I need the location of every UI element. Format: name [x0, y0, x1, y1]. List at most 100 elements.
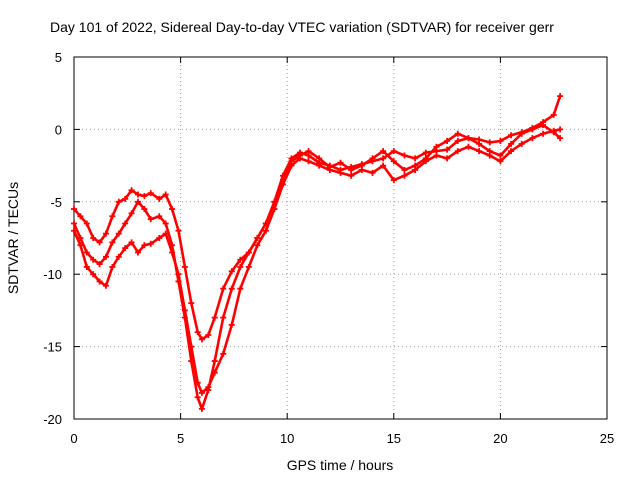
- series-1-point: [237, 263, 244, 270]
- series-1-point: [508, 132, 515, 139]
- series-3-point: [181, 307, 188, 314]
- series-3-point: [128, 239, 135, 246]
- series-3-point: [147, 240, 154, 247]
- series-3-point: [254, 242, 261, 249]
- series-3-point: [237, 285, 244, 292]
- series-3-point: [358, 166, 365, 173]
- series-3-point: [175, 271, 182, 278]
- series-3-point: [316, 162, 323, 169]
- series-3-point: [90, 271, 97, 278]
- series-1-point: [228, 285, 235, 292]
- series-1-point: [90, 256, 97, 263]
- series-3-point: [188, 343, 195, 350]
- series-2-point: [245, 249, 252, 256]
- series-2-point: [465, 135, 472, 142]
- series-2-point: [497, 152, 504, 159]
- y-axis-label: SDTVAR / TECUs: [5, 182, 21, 294]
- series-2-point: [454, 130, 461, 137]
- series-line-2: [72, 123, 562, 341]
- series-3-point: [156, 235, 163, 241]
- series-2-point: [337, 159, 344, 166]
- series-3-point: [288, 162, 295, 169]
- series-2-point: [476, 140, 483, 147]
- series-2-point: [109, 213, 116, 220]
- series-2-point: [188, 300, 195, 307]
- series-3-point: [169, 249, 176, 256]
- series-3-point: [444, 155, 451, 162]
- series-2-point: [181, 263, 188, 270]
- series-2-point: [128, 187, 135, 194]
- series-3-point: [77, 242, 84, 249]
- series-2-point: [83, 220, 90, 227]
- series-2-point: [198, 336, 205, 343]
- y-tick-label: 0: [55, 122, 62, 137]
- series-2-point: [205, 332, 212, 339]
- series-3-point: [337, 169, 344, 176]
- series-1-point: [401, 152, 408, 159]
- series-2-point: [211, 314, 218, 321]
- series-2-point: [90, 235, 97, 241]
- series-2-point: [162, 191, 169, 198]
- series-1-point: [102, 253, 109, 260]
- series-1-point: [444, 146, 451, 153]
- series-1-point: [486, 139, 493, 146]
- series-2-point: [96, 239, 103, 246]
- series-3-point: [134, 249, 141, 256]
- series-1-point: [557, 93, 564, 100]
- series-3-point: [380, 162, 387, 169]
- series-2-point: [508, 140, 515, 147]
- x-tick-label: 15: [387, 431, 401, 446]
- x-axis-label: GPS time / hours: [287, 457, 394, 473]
- series-1-point: [454, 137, 461, 144]
- x-tick-label: 0: [70, 431, 77, 446]
- series-3-point: [401, 172, 408, 179]
- series-2-point: [540, 122, 547, 129]
- series-3-point: [518, 140, 525, 147]
- x-tick-label: 25: [600, 431, 614, 446]
- series-1-point: [422, 149, 429, 156]
- series-1-point: [162, 220, 169, 227]
- series-3-point: [162, 230, 169, 237]
- series-2-point: [518, 130, 525, 137]
- series-1-point: [115, 230, 122, 237]
- x-tick-label: 5: [177, 431, 184, 446]
- series-1-point: [147, 216, 154, 223]
- series-3-point: [228, 321, 235, 328]
- series-2-point: [348, 166, 355, 173]
- series-3-point: [102, 282, 109, 289]
- series-1-point: [156, 213, 163, 220]
- series-2-point: [141, 193, 148, 200]
- y-tick-label: 5: [55, 50, 62, 65]
- series-2-point: [254, 235, 261, 241]
- series-1-point: [109, 239, 116, 246]
- series-3-point: [486, 152, 493, 159]
- series-3-point: [422, 158, 429, 165]
- series-1-point: [128, 210, 135, 217]
- series-1-point: [134, 198, 141, 205]
- series-3-point: [96, 278, 103, 285]
- series-2-point: [122, 195, 129, 202]
- series-3-point: [465, 143, 472, 150]
- series-2-point: [156, 195, 163, 202]
- series-3-point: [348, 172, 355, 179]
- series-1-point: [71, 220, 77, 227]
- series-3-point: [550, 127, 557, 134]
- series-2-point: [433, 143, 440, 150]
- series-3-point: [412, 166, 419, 173]
- series-group: [71, 93, 564, 412]
- series-3-point: [141, 242, 148, 249]
- series-3-point: [83, 263, 90, 270]
- x-axis-ticks: 0 5 10 15 20 25: [70, 57, 614, 446]
- series-3-point: [279, 181, 286, 188]
- series-1-point: [380, 155, 387, 162]
- series-3-point: [390, 177, 397, 184]
- series-1-point: [412, 155, 419, 162]
- series-3-point: [198, 389, 205, 396]
- series-1-point: [83, 249, 90, 256]
- y-tick-label: -15: [43, 340, 62, 355]
- series-2-point: [77, 213, 84, 220]
- series-3-point: [211, 369, 218, 376]
- series-1-point: [96, 261, 103, 268]
- series-2-point: [305, 148, 312, 155]
